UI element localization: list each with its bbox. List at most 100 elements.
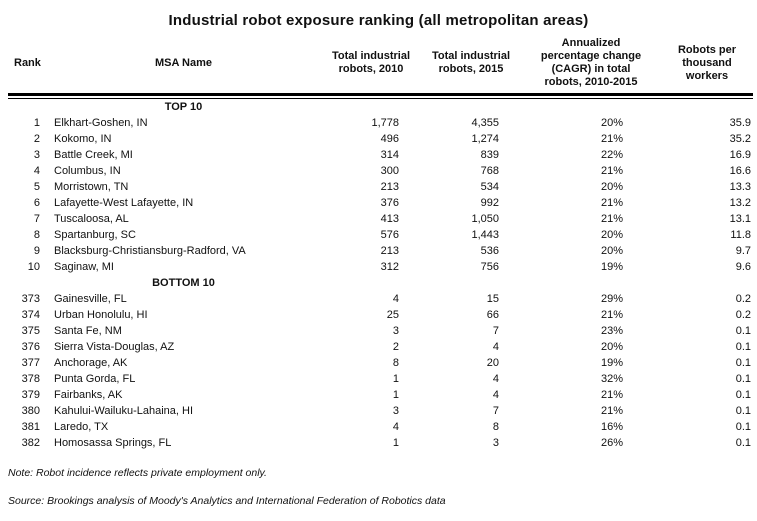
robots-2015-cell: 3 [492, 437, 499, 449]
cagr-cell: 21% [600, 165, 623, 177]
rank-cell: 382 [21, 437, 40, 449]
cagr-cell: 16% [600, 421, 623, 433]
robots-2015-cell: 1,443 [471, 229, 499, 241]
msa-name-cell: Sierra Vista-Douglas, AZ [54, 341, 175, 353]
robot-exposure-table: Rank MSA Name Total industrial robots, 2… [8, 37, 753, 451]
robots-per-thousand-cell: 0.1 [735, 325, 751, 337]
robots-per-thousand-cell: 35.9 [729, 117, 751, 129]
table-body: TOP 10 1 Elkhart-Goshen, IN 1,778 4,355 20% 35… [8, 94, 753, 452]
robots-per-thousand-cell: 9.7 [735, 245, 751, 257]
header-row: Rank MSA Name Total industrial robots, 2… [8, 37, 753, 96]
robots-2010-cell: 300 [380, 165, 399, 177]
table-row: 4 Columbus, IN 300 768 21% 16.6 [8, 163, 753, 179]
source-text: Source: Brookings analysis of Moody's An… [8, 495, 446, 507]
table-row: 378 Punta Gorda, FL 1 4 32% 0.1 [8, 371, 753, 387]
cagr-cell: 21% [600, 197, 623, 209]
robots-2010-cell: 213 [380, 181, 399, 193]
msa-name-cell: Urban Honolulu, HI [54, 309, 148, 321]
spacer-cell [321, 99, 753, 116]
cagr-cell: 21% [600, 405, 623, 417]
robots-per-thousand-cell: 13.3 [729, 181, 751, 193]
msa-name-cell: Anchorage, AK [54, 357, 128, 369]
column-header-cagr: Annualized percentage change (CAGR) in t… [521, 37, 661, 96]
rank-cell: 374 [21, 309, 40, 321]
rank-cell: 7 [33, 213, 40, 225]
table-row: 6 Lafayette-West Lafayette, IN 376 992 21% 13… [8, 195, 753, 211]
note-text: Note: Robot incidence reflects private e… [8, 467, 267, 479]
robots-2015-cell: 4 [492, 389, 499, 401]
robots-2010-cell: 25 [386, 309, 399, 321]
cagr-cell: 21% [600, 309, 623, 321]
table-row: 2 Kokomo, IN 496 1,274 21% 35.2 [8, 131, 753, 147]
cagr-cell: 20% [600, 229, 623, 241]
robots-2010-cell: 312 [380, 261, 399, 273]
section-label: TOP 10 [164, 101, 203, 113]
column-header-robots-2010: Total industrial robots, 2010 [321, 37, 421, 96]
robots-2010-cell: 8 [392, 357, 399, 369]
header-double-rule [8, 94, 753, 99]
robots-2010-cell: 576 [380, 229, 399, 241]
table-row: 1 Elkhart-Goshen, IN 1,778 4,355 20% 35.9 [8, 115, 753, 131]
cagr-cell: 21% [600, 133, 623, 145]
msa-name-cell: Kahului-Wailuku-Lahaina, HI [54, 405, 193, 417]
msa-name-cell: Saginaw, MI [54, 261, 114, 273]
msa-name-cell: Elkhart-Goshen, IN [54, 117, 148, 129]
msa-name-cell: Laredo, TX [54, 421, 109, 433]
table-row: 5 Morristown, TN 213 534 20% 13.3 [8, 179, 753, 195]
column-header-rank: Rank [8, 37, 46, 96]
msa-name-cell: Lafayette-West Lafayette, IN [54, 197, 194, 209]
msa-name-cell: Blacksburg-Christiansburg-Radford, VA [54, 245, 246, 257]
msa-name-cell: Gainesville, FL [54, 293, 127, 305]
rank-cell: 376 [21, 341, 40, 353]
robots-2015-cell: 534 [480, 181, 499, 193]
robots-2015-cell: 7 [492, 325, 499, 337]
robots-per-thousand-cell: 0.1 [735, 357, 751, 369]
rule-line [8, 94, 753, 99]
table-row: 373 Gainesville, FL 4 15 29% 0.2 [8, 291, 753, 307]
table-row: 382 Homosassa Springs, FL 1 3 26% 0.1 [8, 435, 753, 451]
robots-per-thousand-cell: 9.6 [735, 261, 751, 273]
rank-cell: 4 [33, 165, 40, 177]
table-row: 379 Fairbanks, AK 1 4 21% 0.1 [8, 387, 753, 403]
cagr-cell: 29% [600, 293, 623, 305]
rank-cell: 3 [33, 149, 40, 161]
table-row: 380 Kahului-Wailuku-Lahaina, HI 3 7 21% 0.1 [8, 403, 753, 419]
robots-2015-cell: 8 [492, 421, 499, 433]
robots-per-thousand-cell: 0.1 [735, 437, 751, 449]
robots-2010-cell: 3 [392, 325, 399, 337]
robots-per-thousand-cell: 11.8 [730, 229, 751, 241]
cagr-cell: 32% [600, 373, 623, 385]
section-header-row: BOTTOM 10 [8, 275, 753, 291]
robots-2010-cell: 1,778 [371, 117, 399, 129]
robots-per-thousand-cell: 16.9 [729, 149, 751, 161]
msa-name-cell: Morristown, TN [54, 181, 129, 193]
robots-2015-cell: 15 [486, 293, 499, 305]
cagr-cell: 21% [600, 389, 623, 401]
rank-cell: 375 [21, 325, 40, 337]
cagr-cell: 23% [600, 325, 623, 337]
table-row: 374 Urban Honolulu, HI 25 66 21% 0.2 [8, 307, 753, 323]
column-header-msa-name: MSA Name [46, 37, 321, 96]
robots-2015-cell: 4 [492, 373, 499, 385]
msa-name-cell: Columbus, IN [54, 165, 121, 177]
robots-2010-cell: 1 [392, 389, 399, 401]
msa-name-cell: Tuscaloosa, AL [54, 213, 129, 225]
column-header-robots-2015: Total industrial robots, 2015 [421, 37, 521, 96]
robots-2015-cell: 768 [480, 165, 499, 177]
robots-2010-cell: 4 [392, 293, 399, 305]
cagr-cell: 20% [600, 181, 623, 193]
rank-cell: 377 [21, 357, 40, 369]
robots-2010-cell: 1 [392, 373, 399, 385]
cagr-cell: 20% [600, 341, 623, 353]
robots-2010-cell: 413 [380, 213, 399, 225]
table-row: 7 Tuscaloosa, AL 413 1,050 21% 13.1 [8, 211, 753, 227]
rank-cell: 5 [33, 181, 40, 193]
column-header-robots-per-thousand: Robots per thousand workers [661, 37, 753, 96]
table-row: 375 Santa Fe, NM 3 7 23% 0.1 [8, 323, 753, 339]
robots-per-thousand-cell: 0.2 [735, 309, 751, 321]
rank-cell: 373 [21, 293, 40, 305]
robots-per-thousand-cell: 0.1 [735, 421, 751, 433]
robots-2010-cell: 496 [380, 133, 399, 145]
robots-2010-cell: 3 [392, 405, 399, 417]
table-row: 8 Spartanburg, SC 576 1,443 20% 11.8 [8, 227, 753, 243]
